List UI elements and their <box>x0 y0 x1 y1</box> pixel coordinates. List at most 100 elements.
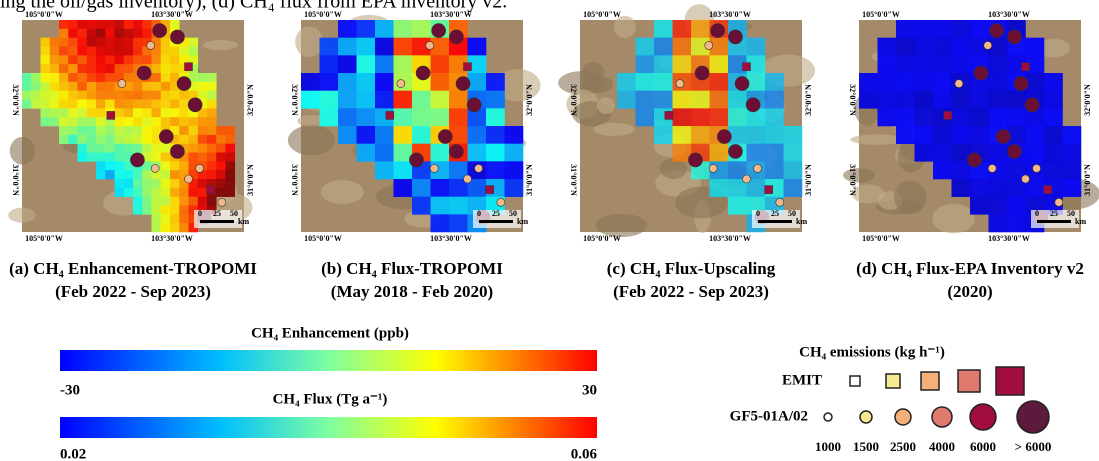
grid-cell <box>431 73 450 91</box>
grid-cell <box>189 38 199 47</box>
grid-cell <box>505 126 524 144</box>
grid-cell <box>96 135 106 144</box>
grid-cell <box>357 55 376 73</box>
caption-line: (Feb 2022 - Sep 2023) <box>613 282 769 301</box>
grid-cell <box>115 144 125 153</box>
grid-cell <box>87 108 97 117</box>
grid-cell <box>765 161 784 179</box>
grid-cell <box>133 206 143 215</box>
grid-cell <box>691 126 710 144</box>
grid-cell <box>170 64 180 73</box>
colorbar <box>60 417 597 438</box>
terrain <box>932 204 974 234</box>
grid-cell <box>636 73 655 91</box>
grid-cell <box>357 144 376 162</box>
gf5-marker <box>688 153 702 167</box>
grid-cell <box>915 38 934 56</box>
legend-title: CH₄ emissions (kg h⁻¹) <box>799 344 945 360</box>
grid-cell <box>747 144 766 162</box>
grid-cell <box>198 117 208 126</box>
grid-cell <box>375 144 394 162</box>
grid-cell <box>226 144 236 153</box>
map-panel: 02550km105°0'0"W103°30'0"W105°0'0"W103°3… <box>558 4 815 301</box>
grid-cell <box>207 153 217 162</box>
grid-cell <box>179 161 189 170</box>
lat-label: 32°0'0"N <box>1083 84 1092 116</box>
grid-cell <box>50 47 60 56</box>
scale-label: 25 <box>1050 209 1058 218</box>
scale-label: 50 <box>230 209 238 218</box>
grid-cell <box>765 73 784 91</box>
grid-cell <box>161 206 171 215</box>
grid-cell <box>691 20 710 38</box>
grid-cell <box>970 91 989 109</box>
grid-cell <box>142 100 152 109</box>
gf5-marker <box>188 98 202 112</box>
grid-cell <box>31 73 41 82</box>
grid-cell <box>41 91 51 100</box>
terrain <box>614 16 636 38</box>
grid-cell <box>133 197 143 206</box>
grid-cell <box>179 47 189 56</box>
lon-label: 103°30'0"W <box>151 234 193 243</box>
size-label: 2500 <box>890 439 916 454</box>
grid-cell <box>105 126 115 135</box>
grid-cell <box>915 20 934 38</box>
grid-cell <box>78 126 88 135</box>
grid-cell <box>673 108 692 126</box>
grid-cell <box>320 91 339 109</box>
grid-cell <box>152 206 162 215</box>
gf5-marker <box>177 77 191 91</box>
grid-cell <box>105 161 115 170</box>
grid-cell <box>765 91 784 109</box>
gf5-marker <box>185 175 193 183</box>
scale-label: 0 <box>756 209 760 218</box>
grid-cell <box>375 20 394 38</box>
grid-cell <box>375 73 394 91</box>
emit-legend-square <box>886 374 900 388</box>
gf5-marker <box>170 30 184 44</box>
terrain <box>295 27 323 58</box>
gf5-marker <box>717 130 731 144</box>
grid-cell <box>1044 126 1063 144</box>
emit-marker <box>743 63 751 71</box>
grid-cell <box>970 108 989 126</box>
grid-cell <box>59 64 69 73</box>
grid-cell <box>301 91 320 109</box>
grid-cell <box>198 126 208 135</box>
grid-cell <box>50 82 60 91</box>
gf5-legend-circle <box>970 404 996 430</box>
grid-cell <box>161 179 171 188</box>
lon-label: 105°0'0"W <box>583 234 621 243</box>
grid-cell <box>115 20 125 29</box>
lat-label: 32°0'0"N <box>290 84 299 116</box>
gf5-marker <box>1014 77 1028 91</box>
grid-cell <box>226 188 236 197</box>
grid-cell <box>41 64 51 73</box>
emit-marker <box>486 186 494 194</box>
grid-cell <box>41 108 51 117</box>
grid-cell <box>31 82 41 91</box>
size-label: 1500 <box>853 439 879 454</box>
grid-cell <box>357 38 376 56</box>
grid-cell <box>50 64 60 73</box>
gf5-marker <box>735 77 749 91</box>
grid-cell <box>96 161 106 170</box>
grid-cell <box>78 64 88 73</box>
grid-cell <box>1007 197 1026 215</box>
grid-cell <box>431 197 450 215</box>
grid-cell <box>142 170 152 179</box>
grid-cell <box>468 38 487 56</box>
grid-cell <box>216 135 226 144</box>
emit-marker <box>386 111 394 119</box>
lat-label: 31°0'0"N <box>525 164 534 196</box>
grid-cell <box>216 179 226 188</box>
grid-cell <box>784 144 803 162</box>
size-label: 4000 <box>929 439 955 454</box>
grid-cell <box>1007 214 1026 232</box>
grid-cell <box>654 20 673 38</box>
grid-cell <box>375 161 394 179</box>
caption-line: (2020) <box>947 282 992 301</box>
gf5-marker <box>776 198 784 206</box>
grid-cell <box>765 126 784 144</box>
